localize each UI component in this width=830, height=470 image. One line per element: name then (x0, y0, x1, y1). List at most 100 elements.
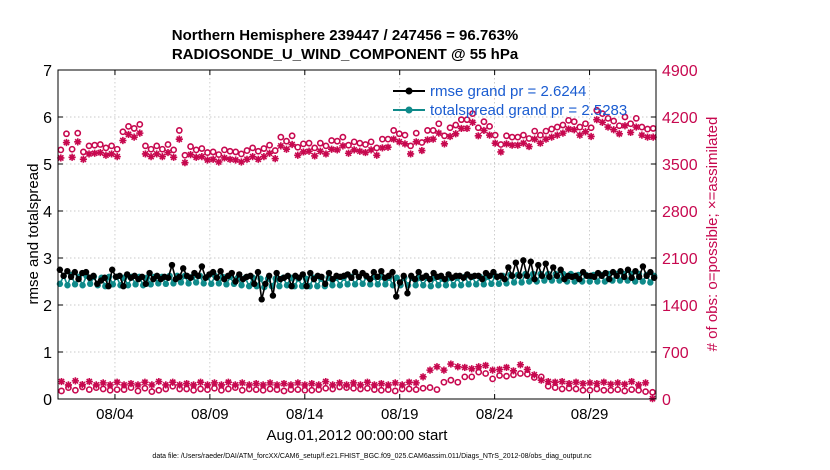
obs-assimilated-marker (423, 136, 432, 144)
obs-possible-marker (362, 141, 369, 148)
x-tick-label: 08/19 (381, 406, 419, 423)
totalspread-point (427, 283, 435, 290)
obs-assimilated-marker (419, 373, 427, 381)
obs-assimilated-marker (469, 118, 477, 126)
rmse-point (635, 273, 643, 280)
obs-assimilated-marker (643, 133, 652, 141)
obs-assimilated-marker (141, 150, 150, 158)
obs-assimilated-marker (245, 381, 253, 389)
y-axis-label-right: # of obs: o=possible; ×=assimilated (704, 117, 721, 352)
totalspread-point (420, 282, 427, 289)
rmse-point (639, 263, 647, 270)
obs-assimilated-marker (447, 360, 455, 368)
obs-assimilated-marker (576, 131, 584, 139)
totalspread-point (442, 282, 450, 289)
obs-possible-marker (454, 378, 462, 386)
obs-assimilated-marker (565, 379, 573, 388)
data-file-footnote: data file: /Users/raeder/DAI/ATM_forcXX/… (152, 453, 592, 460)
obs-assimilated-marker (356, 147, 364, 155)
obs-possible-marker (232, 148, 240, 156)
rmse-point (505, 264, 512, 271)
rmse-point (415, 268, 422, 276)
obs-assimilated-marker (186, 151, 195, 159)
rmse-point (165, 274, 172, 281)
obs-assimilated-marker (226, 155, 234, 163)
totalspread-point (215, 280, 223, 287)
obs-possible-marker (378, 135, 386, 143)
obs-assimilated-marker (71, 377, 79, 385)
totalspread-point (586, 278, 593, 285)
obs-assimilated-marker (418, 146, 426, 155)
obs-assimilated-marker (282, 145, 291, 153)
rmse-point (404, 290, 411, 297)
obs-assimilated-marker (349, 379, 358, 387)
obs-possible-marker (412, 386, 420, 393)
obs-possible-marker (586, 386, 594, 394)
obs-assimilated-marker (586, 379, 594, 387)
obs-possible-marker (426, 384, 434, 391)
rmse-point (247, 272, 254, 280)
obs-assimilated-marker (610, 126, 618, 134)
rmse-point (624, 266, 632, 273)
obs-possible-marker (58, 387, 65, 395)
obs-assimilated-marker (627, 128, 635, 137)
obs-possible-marker (74, 129, 82, 137)
obs-assimilated-marker (405, 378, 413, 386)
obs-assimilated-marker (209, 155, 217, 163)
obs-possible-marker (164, 141, 172, 148)
obs-possible-marker (266, 385, 274, 393)
obs-assimilated-marker (217, 381, 226, 389)
obs-assimilated-marker (488, 366, 497, 374)
totalspread-point (276, 283, 283, 290)
obs-assimilated-marker (192, 153, 200, 161)
obs-possible-marker (322, 142, 330, 150)
obs-possible-marker (486, 123, 493, 130)
rmse-point (138, 273, 146, 280)
obs-possible-marker (283, 137, 290, 145)
obs-possible-marker (311, 144, 319, 152)
obs-possible-marker (141, 384, 149, 392)
obs-assimilated-marker (587, 132, 595, 141)
obs-assimilated-marker (259, 381, 267, 389)
obs-possible-marker (542, 127, 550, 135)
obs-assimilated-marker (429, 135, 437, 143)
obs-assimilated-marker (615, 130, 623, 138)
obs-possible-marker (153, 142, 161, 150)
obs-possible-marker (85, 142, 93, 150)
obs-assimilated-marker (210, 379, 219, 387)
rmse-point (374, 273, 381, 280)
obs-possible-marker (119, 128, 127, 136)
rmse-point (613, 272, 620, 280)
rmse-point (516, 272, 523, 280)
obs-possible-marker (429, 127, 437, 134)
obs-possible-marker (288, 132, 296, 140)
obs-assimilated-marker (196, 378, 205, 386)
rmse-point (105, 283, 112, 290)
rmse-point (501, 275, 508, 283)
rmse-point (546, 273, 553, 280)
obs-assimilated-marker (231, 381, 239, 389)
obs-assimilated-marker (189, 381, 198, 389)
obs-assimilated-marker (621, 380, 629, 388)
totalspread-point (177, 279, 185, 286)
totalspread-point (526, 278, 533, 285)
obs-possible-marker (377, 386, 385, 394)
totalspread-point (208, 280, 215, 288)
totalspread-point (465, 281, 472, 288)
rmse-point (176, 273, 183, 280)
obs-possible-marker (508, 133, 516, 141)
obs-possible-marker (593, 106, 601, 114)
obs-possible-marker (187, 143, 194, 150)
rmse-point (217, 267, 224, 275)
obs-count-lower-markers (57, 360, 657, 403)
obs-possible-marker (503, 372, 510, 380)
obs-assimilated-marker (287, 381, 295, 389)
obs-assimilated-marker (440, 366, 448, 374)
obs-possible-marker (474, 124, 482, 132)
obs-assimilated-marker (336, 379, 344, 387)
obs-assimilated-marker (377, 379, 385, 388)
obs-possible-marker (412, 129, 420, 137)
totalspread-point (435, 282, 442, 289)
obs-assimilated-marker (433, 363, 441, 371)
obs-assimilated-marker (514, 141, 522, 149)
